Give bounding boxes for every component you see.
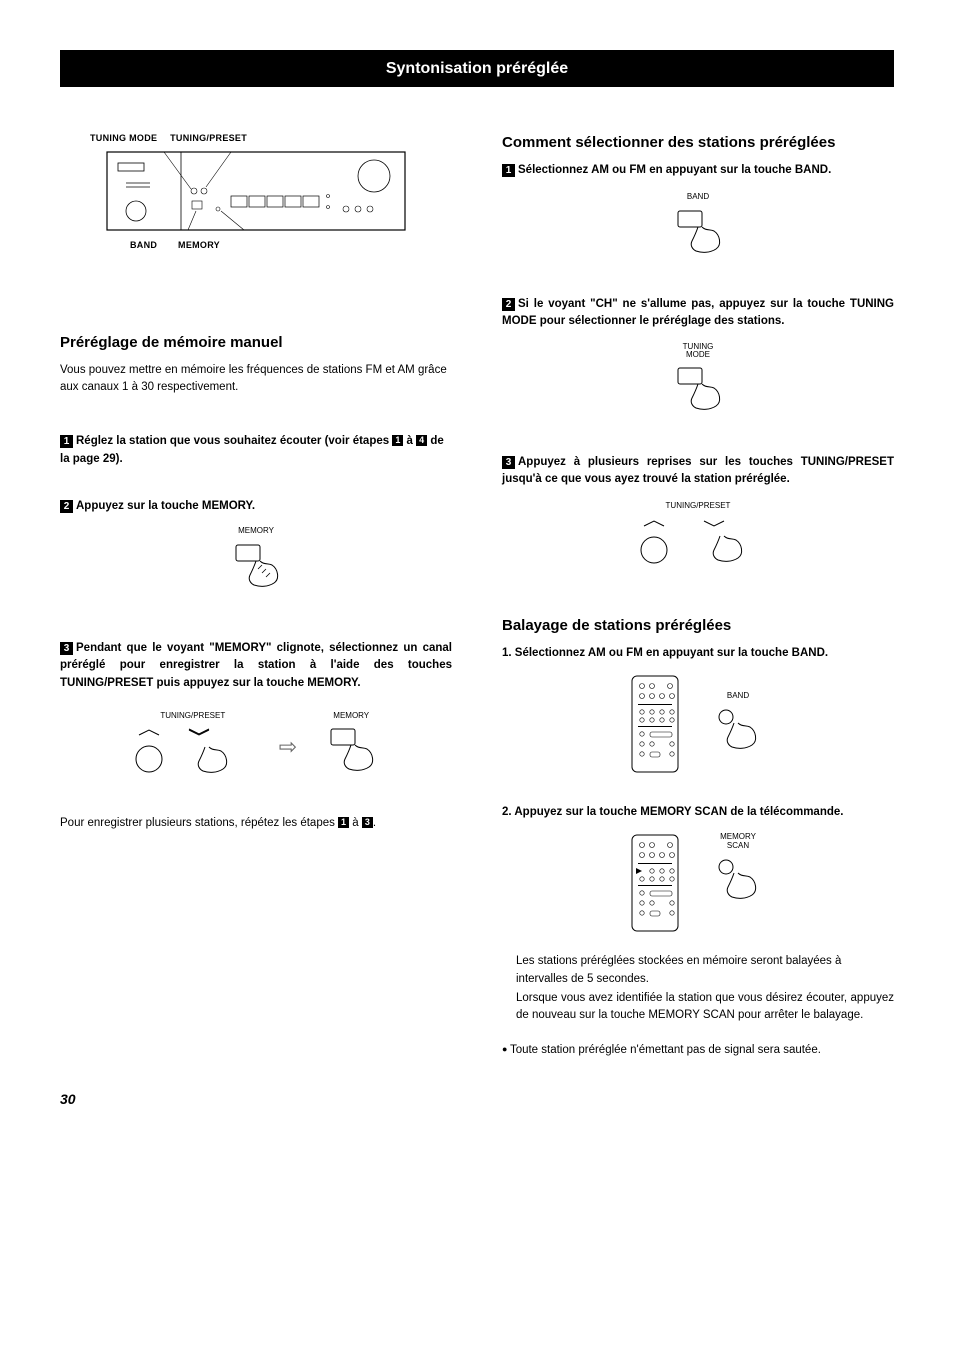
footnote-a: Pour enregistrer plusieurs stations, rép… [60,817,338,829]
heading-balayage: Balayage de stations préréglées [502,615,894,637]
step3-text: Pendant que le voyant "MEMORY" clignote,… [60,642,452,689]
footnote-c: . [373,817,376,829]
press-icon-2 [323,727,379,779]
receiver-illustration [106,151,406,231]
tuning-preset-label: TUNING/PRESET [133,710,253,722]
page-number: 30 [60,1089,894,1109]
press-icon [228,543,284,595]
step-number-2: 2 [60,500,73,513]
note-2: Lorsque vous avez identifiée la station … [516,990,894,1025]
right-step-3: 3Appuyez à plusieurs reprises sur les to… [502,454,894,489]
heading-prereglage: Préréglage de mémoire manuel [60,332,452,354]
r-step2-text: Si le voyant "CH" ne s'allume pas, appuy… [502,298,894,327]
ref-step-3b: 3 [362,817,373,828]
tuning-preset-label-r: TUNING/PRESET [502,500,894,512]
balayage-step-1: 1. Sélectionnez AM ou FM en appuyant sur… [502,645,894,662]
r-step3-text: Appuyez à plusieurs reprises sur les tou… [502,456,894,485]
section-header: Syntonisation préréglée [60,50,894,87]
device-top-labels: TUNING MODE TUNING/PRESET [60,132,452,145]
ref-step-1: 1 [392,435,403,446]
two-column-layout: TUNING MODE TUNING/PRESET [60,132,894,1059]
band-label: BAND [502,191,894,203]
band-label-2: BAND [710,690,766,702]
bullet-note: Toute station préréglée n'émettant pas d… [502,1042,894,1059]
right-step-2: 2Si le voyant "CH" ne s'allume pas, appu… [502,296,894,331]
repeat-footnote: Pour enregistrer plusieurs stations, rép… [60,815,452,832]
remote-memscan-illustration: MEMORY SCAN [502,833,894,933]
memory-label: MEMORY [60,525,452,537]
right-step-1: 1Sélectionnez AM ou FM en appuyant sur l… [502,162,894,179]
left-column: TUNING MODE TUNING/PRESET [60,132,452,1059]
device-bottom-labels: BAND MEMORY [60,239,452,252]
r-step-number-2: 2 [502,298,515,311]
press-band-remote-icon [710,707,766,753]
tuning-mode-illustration: TUNING MODE [502,343,894,424]
intro-text: Vous pouvez mettre en mémoire les fréque… [60,362,452,395]
tuning-preset-icon [628,518,768,570]
left-step-2: 2Appuyez sur la touche MEMORY. [60,498,452,515]
memory-scan-label: MEMORY SCAN [710,833,766,851]
label-tuning-preset: TUNING/PRESET [170,132,247,145]
right-column: Comment sélectionner des stations prérég… [502,132,894,1059]
ref-step-4: 4 [416,435,427,446]
press-tuning-mode-icon [670,366,726,418]
label-tuning-mode: TUNING MODE [90,132,157,145]
footnote-b: à [349,817,362,829]
memory-icon-group: MEMORY [323,710,379,785]
memory-label-2: MEMORY [323,710,379,722]
step-number-3: 3 [60,642,73,655]
heading-comment: Comment sélectionner des stations prérég… [502,132,894,154]
press-memscan-icon [710,857,766,903]
left-step-3: 3Pendant que le voyant "MEMORY" clignote… [60,640,452,692]
left-step-1: 1Réglez la station que vous souhaitez éc… [60,433,452,468]
remote-icon-2 [630,833,680,933]
remote-icon [630,674,680,774]
remote-band-illustration: BAND [502,674,894,774]
press-band-icon [670,209,726,261]
bullet-text: Toute station préréglée n'émettant pas d… [510,1044,821,1056]
tuning-preset-icon-group: TUNING/PRESET [133,710,253,785]
r-step-number-3: 3 [502,456,515,469]
tuning-memory-row: TUNING/PRESET ⇨ MEMORY [60,710,452,785]
step2-text: Appuyez sur la touche MEMORY. [76,500,255,512]
label-band: BAND [130,240,157,250]
balayage-step-2: 2. Appuyez sur la touche MEMORY SCAN de … [502,804,894,821]
r-step-number-1: 1 [502,164,515,177]
note-1: Les stations préréglées stockées en mémo… [516,953,894,988]
step1-text-a: Réglez la station que vous souhaitez éco… [76,435,392,447]
tuning-mode-label: TUNING MODE [502,343,894,361]
ref-step-1b: 1 [338,817,349,828]
r-step1-text: Sélectionnez AM ou FM en appuyant sur la… [518,164,831,176]
tuning-preset-illustration: TUNING/PRESET [502,500,894,575]
step-number-1: 1 [60,435,73,448]
arrow-icon: ⇨ [279,731,297,763]
memory-press-illustration: MEMORY [60,525,452,600]
tuning-buttons-icon [133,727,253,779]
band-press-illustration: BAND [502,191,894,266]
label-memory: MEMORY [178,240,220,250]
step1-text-b: à [403,435,416,447]
